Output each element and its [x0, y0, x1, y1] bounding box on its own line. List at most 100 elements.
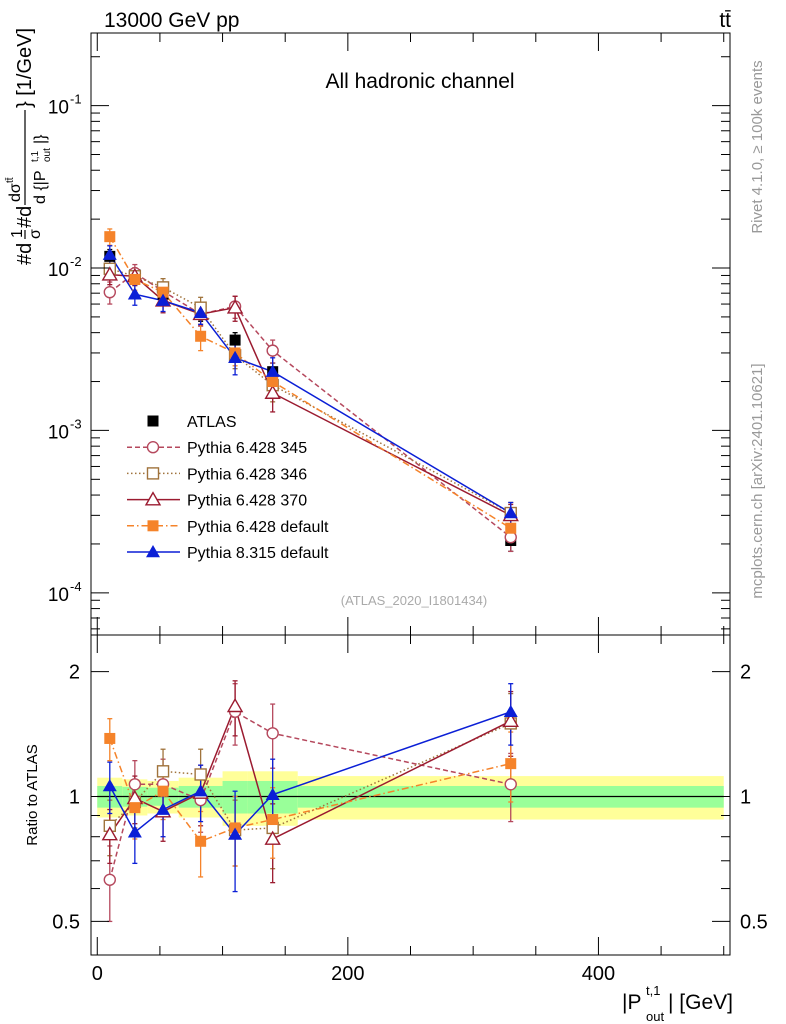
main-y-tick-label-exponent: -1 [70, 92, 82, 107]
channel-label: All hadronic channel [325, 70, 514, 93]
svg-text:d {|P: d {|P [32, 170, 49, 204]
svg-text:t,1: t,1 [30, 150, 41, 162]
ratio-point-p346 [194, 768, 207, 781]
data-markers [101, 231, 519, 886]
main-y-tick-label-exponent: -4 [70, 579, 82, 594]
legend-label-p6def: Pythia 6.428 default [187, 519, 329, 536]
svg-text:out: out [646, 1009, 664, 1024]
ratio-point-p345 [128, 778, 142, 791]
axis-ticks: 10-410-310-210 -10.5 0.51 12 20 200 400 [48, 33, 768, 985]
svg-text:σ: σ [27, 229, 44, 239]
analysis-id-label: (ATLAS_2020_I1801434) [341, 593, 487, 608]
main-y-tick-label-exponent: -3 [70, 416, 82, 431]
ratio-y-tick-label-right: 1 [740, 786, 751, 808]
main-point-p6def [505, 522, 517, 534]
ratio-y-tick-label-right: 2 [740, 662, 751, 684]
main-point-p8def [102, 247, 117, 260]
ratio-y-tick-label-right: 0.5 [740, 911, 768, 933]
ratio-point-p8def [503, 704, 518, 718]
svg-text:out: out [42, 148, 53, 162]
side-label-rivet: Rivet 4.1.0, ≥ 100k events [749, 60, 766, 233]
energy-label: 13000 GeV pp [104, 9, 239, 32]
main-point-p345 [266, 344, 279, 357]
ratio-point-p345 [504, 778, 517, 791]
main-point-p8def [156, 293, 171, 306]
svg-text:t,1: t,1 [646, 983, 660, 998]
legend-marker-p346 [146, 467, 160, 480]
svg-text:1: 1 [9, 229, 26, 238]
main-point-p8def [193, 305, 208, 319]
ratio-point-p6def [267, 814, 279, 826]
process-label: tt̄ [719, 9, 731, 32]
main-point-p8def [228, 350, 243, 364]
svg-text:} [1/GeV]: } [1/GeV] [14, 28, 36, 108]
svg-text:#d: #d [14, 206, 36, 228]
main-y-axis-label: #d 1 σ #d dσ tt̄ d {|P t,1 out |} } [1/G… [4, 28, 53, 265]
ratio-uncertainty-band [97, 771, 724, 826]
ratio-point-p370 [226, 697, 244, 713]
main-point-p370 [101, 266, 119, 281]
ratio-point-p8def [156, 802, 171, 815]
ratio-y-tick-label-left: 1 [69, 786, 80, 808]
ratio-point-p6def [195, 835, 207, 847]
svg-text:|}: |} [32, 134, 49, 144]
ratio-point-p346 [156, 765, 170, 778]
ratio-point-p8def [193, 784, 208, 797]
main-line-p370 [109, 273, 512, 517]
legend-label-data: ATLAS [187, 414, 237, 431]
main-point-p8def [265, 364, 280, 377]
ratio-point-p345 [266, 727, 279, 740]
svg-text:#d: #d [14, 243, 36, 265]
side-label-mcplots: mcplots.cern.ch [arXiv:2401.10621] [749, 363, 766, 598]
ratio-point-p8def [228, 827, 243, 840]
ratio-point-p6def [104, 732, 116, 744]
main-y-tick-label: 10 [48, 98, 69, 119]
main-y-tick-label: 10 [48, 260, 69, 281]
ratio-point-p6def [129, 802, 141, 814]
ratio-y-axis-label: Ratio to ATLAS [24, 744, 41, 845]
legend-label-p370: Pythia 6.428 370 [187, 493, 307, 510]
legend-label-p345: Pythia 6.428 345 [187, 440, 307, 457]
legend: ATLAS Pythia 6.428 345 Pythia 6.428 346 Pyt… [127, 414, 329, 562]
ratio-point-p370 [101, 826, 119, 841]
ratio-point-p6def [505, 758, 517, 770]
main-y-tick-label: 10 [48, 585, 69, 606]
legend-marker-p6def [147, 520, 159, 532]
main-point-p6def [157, 286, 169, 298]
main-line-p8def [109, 254, 512, 514]
x-tick-label: 400 [582, 963, 615, 985]
svg-text:dσ: dσ [7, 183, 24, 202]
main-y-tick-label: 10 [48, 422, 69, 443]
main-point-p345 [103, 285, 116, 299]
main-y-tick-label-exponent: -2 [70, 254, 82, 269]
legend-marker-p345 [146, 441, 160, 454]
main-point-p8def [127, 287, 142, 300]
svg-text:|P: |P [622, 991, 641, 1014]
ratio-point-p8def [127, 825, 142, 838]
main-point-p370 [264, 384, 281, 399]
ratio-y-tick-label-left: 0.5 [52, 911, 80, 933]
ratio-point-p8def [265, 787, 280, 800]
ratio-point-p6def [157, 785, 169, 797]
ratio-point-p345 [103, 873, 116, 886]
main-point-p370 [226, 299, 244, 314]
svg-text:tt̄: tt̄ [4, 177, 16, 183]
legend-label-p346: Pythia 6.428 346 [187, 466, 307, 483]
main-point-p8def [503, 506, 518, 519]
ratio-point-p370 [502, 712, 519, 727]
legend-marker-data [147, 415, 159, 427]
x-tick-label: 200 [331, 963, 364, 985]
ratio-point-p370 [264, 830, 281, 845]
x-axis-label: |P t,1 out | [GeV] [622, 983, 733, 1024]
legend-marker-p8def [146, 545, 160, 558]
svg-text:| [GeV]: | [GeV] [668, 991, 733, 1014]
legend-marker-p370 [144, 491, 162, 506]
ratio-point-p8def [102, 778, 117, 792]
main-point-p6def [129, 273, 141, 285]
legend-label-p8def: Pythia 8.315 default [187, 545, 329, 562]
main-point-p6def [267, 376, 279, 388]
x-tick-label: 0 [92, 963, 103, 985]
ratio-y-tick-label-left: 2 [69, 662, 80, 684]
main-point-data [229, 334, 241, 346]
